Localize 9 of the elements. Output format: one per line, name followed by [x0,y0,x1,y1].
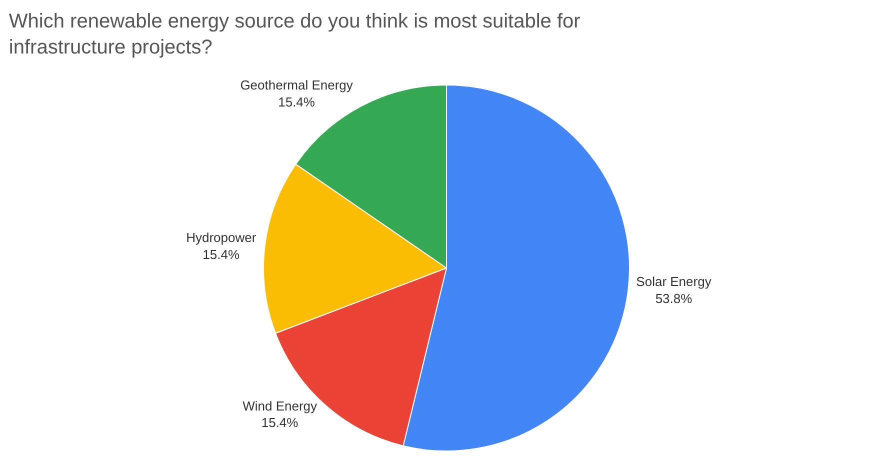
data-label: 15.4% [261,415,299,430]
data-label: 53.8% [655,290,693,306]
data-label: 15.4% [278,94,316,110]
data-label: 15.4% [202,246,240,262]
slice-label: Hydropower [186,230,257,246]
slice-label: Wind Energy [242,398,318,414]
slice-label: Geothermal Energy [240,78,354,93]
slice-label: Solar Energy [636,274,712,290]
chart-title: Which renewable energy source do you think is most suitable for infrastructure projects? [8,10,581,59]
